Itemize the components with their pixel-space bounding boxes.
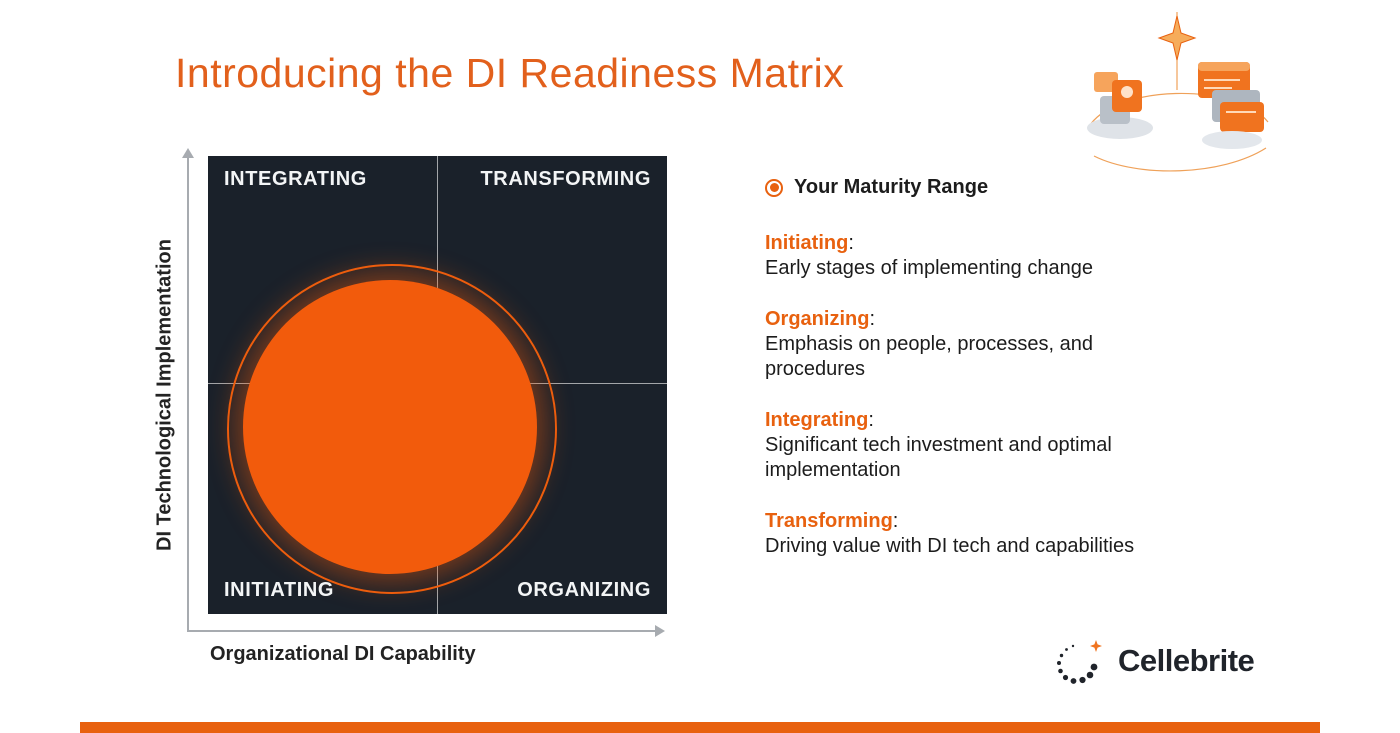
brand-lockup: Cellebrite [1052, 634, 1255, 688]
x-axis-line [187, 630, 657, 632]
device-avatar [1121, 86, 1133, 98]
y-axis-line [187, 158, 189, 632]
legend-description: Driving value with DI tech and capabilit… [765, 535, 1135, 557]
footer-accent-bar [80, 722, 1320, 733]
legend: Your Maturity Range Initiating: Early st… [765, 176, 1155, 585]
maturity-range-bubble [243, 280, 537, 574]
maturity-range-ring [227, 264, 557, 594]
y-axis-label: DI Technological Implementation [153, 239, 176, 551]
quadrant-label-initiating: INITIATING [224, 579, 335, 601]
legend-term: Initiating [765, 232, 849, 254]
x-axis-arrow-icon [655, 625, 665, 637]
y-axis-arrow-icon [182, 148, 194, 158]
maturity-range-icon-dot [769, 183, 779, 192]
legend-colon: : [869, 308, 876, 330]
legend-term-row: Organizing: [765, 307, 1155, 332]
legend-term-row: Transforming: [765, 509, 1155, 534]
quadrant-label-transforming: TRANSFORMING [480, 168, 651, 190]
page-title: Introducing the DI Readiness Matrix [175, 50, 845, 96]
card-header [1198, 62, 1250, 71]
legend-term: Integrating [765, 409, 869, 431]
legend-item-organizing: Organizing: Emphasis on people, processe… [765, 307, 1155, 382]
brand-name: Cellebrite [1118, 643, 1255, 678]
legend-description: Emphasis on people, processes, and proce… [765, 333, 1093, 380]
legend-term-row: Initiating: [765, 231, 1155, 256]
legend-colon: : [848, 232, 854, 254]
legend-colon: : [892, 510, 899, 532]
logo-star-icon [1090, 640, 1102, 652]
quadrant-label-integrating: INTEGRATING [224, 168, 367, 190]
orbit-arc-bottom [1093, 147, 1267, 172]
cellebrite-logo-mark [1057, 640, 1102, 684]
legend-description: Early stages of implementing change [765, 257, 1093, 279]
card-orange-front [1220, 102, 1264, 132]
legend-item-initiating: Initiating: Early stages of implementing… [765, 231, 1155, 281]
legend-heading: Your Maturity Range [794, 176, 989, 198]
legend-colon: : [868, 409, 874, 431]
legend-term-row: Integrating: [765, 408, 1155, 433]
quadrant-label-organizing: ORGANIZING [517, 579, 651, 601]
readiness-matrix: INTEGRATING TRANSFORMING INITIATING ORGA… [208, 156, 667, 614]
legend-item-integrating: Integrating: Significant tech investment… [765, 408, 1155, 483]
legend-description: Significant tech investment and optimal … [765, 434, 1112, 481]
x-axis-label: Organizational DI Capability [210, 643, 476, 665]
legend-term: Organizing [765, 308, 870, 330]
legend-heading-row: Your Maturity Range [765, 176, 1155, 199]
maturity-range-icon [765, 178, 783, 197]
legend-term: Transforming [765, 510, 893, 532]
legend-item-transforming: Transforming: Driving value with DI tech… [765, 509, 1155, 559]
sparkle-star-icon [1157, 15, 1197, 61]
hero-illustration [1087, 12, 1269, 172]
platform-right [1202, 131, 1262, 149]
